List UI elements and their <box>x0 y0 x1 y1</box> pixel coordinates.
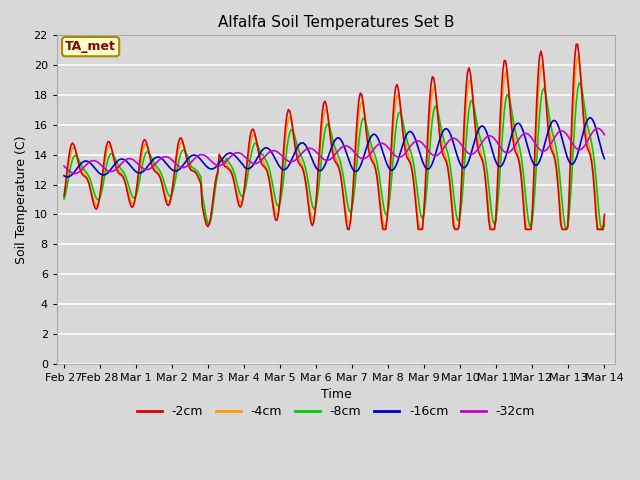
Legend: -2cm, -4cm, -8cm, -16cm, -32cm: -2cm, -4cm, -8cm, -16cm, -32cm <box>132 400 540 423</box>
Text: TA_met: TA_met <box>65 40 116 53</box>
X-axis label: Time: Time <box>321 388 351 401</box>
Title: Alfalfa Soil Temperatures Set B: Alfalfa Soil Temperatures Set B <box>218 15 454 30</box>
Y-axis label: Soil Temperature (C): Soil Temperature (C) <box>15 135 28 264</box>
